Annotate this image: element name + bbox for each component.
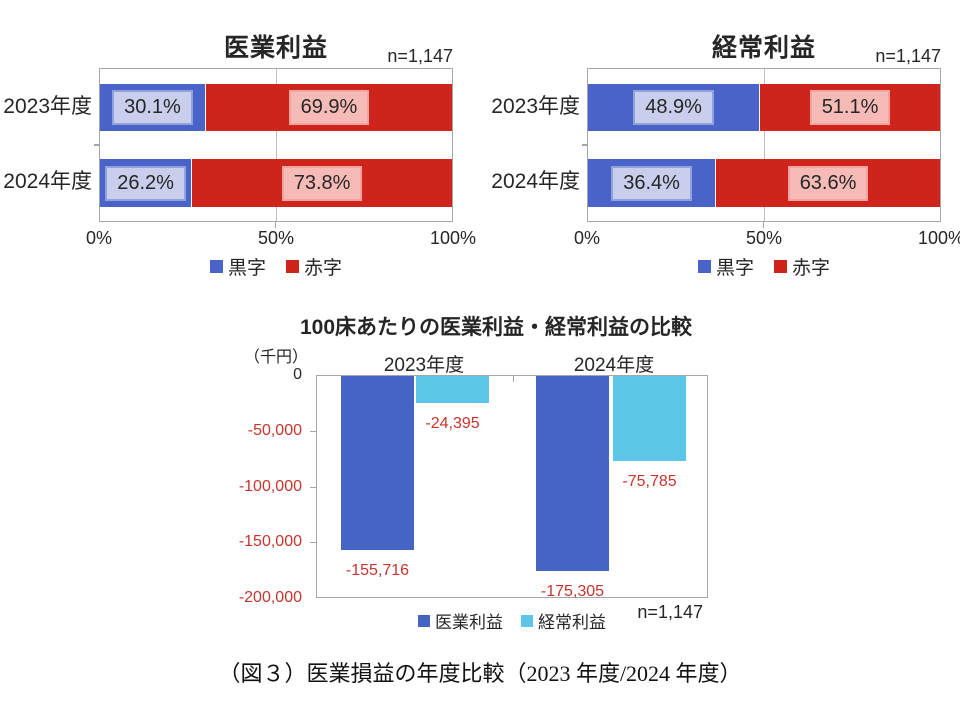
value-label: 63.6%: [787, 165, 869, 201]
figure-caption: （図３）医業損益の年度比較（2023 年度/2024 年度）: [218, 661, 742, 686]
value-label: 36.4%: [611, 165, 692, 201]
plot-area: -155,716 -24,395 -175,305 -75,785: [316, 375, 708, 600]
bar-segment-surplus: 48.9%: [588, 84, 761, 131]
sample-size-label: n=1,147: [875, 46, 941, 66]
y-axis-tick-label: -150,000: [238, 533, 302, 551]
legend: 黒字 赤字: [99, 253, 453, 280]
bar-segment-surplus: 30.1%: [100, 84, 206, 131]
bar-segment-deficit: 73.8%: [192, 159, 452, 207]
category-divider-tick: [513, 376, 514, 382]
x-axis-tick-label: 0%: [573, 228, 601, 248]
category-label: 2023年度: [491, 95, 580, 118]
legend-swatch: [774, 260, 787, 273]
y-axis-tick: [310, 430, 316, 432]
y-axis-tick-label: -200,000: [238, 589, 302, 606]
legend-item-ordinary-profit: 経常利益: [521, 608, 606, 633]
bar-ordinary-profit-2023: [416, 376, 489, 403]
category-label: 2024年度: [3, 170, 92, 193]
bar-row: 30.1% 69.9%: [100, 84, 452, 131]
plot-area: 48.9% 51.1% 36.4% 63.6%: [587, 68, 941, 222]
x-axis-tick-label: 100%: [917, 228, 960, 248]
bar-segment-deficit: 69.9%: [205, 84, 452, 131]
value-label: 69.9%: [288, 90, 370, 125]
x-axis-tick: [763, 222, 764, 228]
y-axis-tick: [94, 144, 99, 146]
legend-item-surplus: 黒字: [697, 253, 754, 280]
bar-segment-deficit: 63.6%: [716, 159, 940, 207]
value-label: 26.2%: [105, 165, 186, 201]
value-label: 73.8%: [281, 165, 363, 201]
chart-title: 経常利益: [711, 34, 816, 62]
category-label: 2024年度: [491, 170, 580, 193]
y-axis-tick-label: -100,000: [238, 477, 302, 495]
y-axis-tick-label: -50,000: [247, 421, 302, 439]
legend-item-deficit: 赤字: [286, 253, 342, 280]
chart-title: 100床あたりの医業利益・経常利益の比較: [300, 316, 693, 339]
sample-size-label: n=1,147: [387, 46, 453, 66]
bar-row: 48.9% 51.1%: [588, 84, 940, 131]
y-axis-tick: [310, 486, 316, 488]
x-axis-tick: [275, 222, 276, 228]
chart-ordinary-profit-ratio: 経常利益 n=1,147 48.9% 51.1% 36.4% 63.6% 黒字 赤字 2…: [488, 20, 960, 282]
data-label: -75,785: [622, 473, 677, 490]
legend-swatch: [209, 260, 223, 273]
group-label-2023: 2023年度: [383, 355, 465, 376]
value-label: 30.1%: [112, 90, 193, 125]
sample-size-label: n=1,147: [637, 602, 703, 622]
gridline-50pct: [276, 69, 277, 221]
legend-label: 黒字: [715, 258, 754, 279]
category-label: 2023年度: [3, 95, 92, 118]
bar-row: 36.4% 63.6%: [588, 159, 940, 207]
bar-medical-profit-2024: [536, 376, 609, 571]
x-axis-tick-label: 50%: [257, 228, 295, 248]
legend-label: 医業利益: [435, 613, 503, 632]
legend-swatch: [521, 614, 533, 627]
gridline-50pct: [764, 69, 765, 221]
x-axis-tick-label: 0%: [85, 228, 113, 248]
legend-label: 経常利益: [538, 613, 606, 632]
y-axis-tick: [310, 542, 316, 544]
chart-medical-profit-ratio: 医業利益 n=1,147 30.1% 69.9% 26.2% 73.8% 黒字 赤字 2…: [0, 20, 480, 282]
bar-medical-profit-2023: [341, 376, 414, 550]
legend-label: 黒字: [227, 258, 266, 279]
legend-swatch: [418, 614, 430, 627]
data-label: -155,716: [345, 562, 410, 579]
legend-item-surplus: 黒字: [209, 253, 266, 280]
legend: 医業利益 経常利益: [316, 608, 708, 633]
legend-swatch: [286, 260, 299, 273]
x-axis-tick-label: 50%: [745, 228, 783, 248]
chart-per-100-beds-comparison: 100床あたりの医業利益・経常利益の比較 （千円） -155,716 -24,39…: [230, 300, 750, 640]
legend-item-deficit: 赤字: [774, 253, 830, 280]
bar-ordinary-profit-2024: [613, 376, 686, 461]
legend-swatch: [697, 260, 711, 273]
data-label: -24,395: [425, 415, 480, 432]
bar-segment-surplus: 36.4%: [588, 159, 717, 207]
bar-segment-deficit: 51.1%: [760, 84, 940, 131]
legend-item-medical-profit: 医業利益: [418, 608, 503, 633]
bar-row: 26.2% 73.8%: [100, 159, 452, 207]
chart-title: 医業利益: [223, 34, 328, 62]
axis-unit-label: （千円）: [243, 349, 308, 366]
bar-segment-surplus: 26.2%: [100, 159, 193, 207]
legend-label: 赤字: [304, 258, 343, 279]
x-axis-tick-label: 100%: [429, 228, 477, 248]
plot-area: 30.1% 69.9% 26.2% 73.8%: [99, 68, 453, 222]
group-label-2024: 2024年度: [573, 355, 655, 376]
legend-label: 赤字: [792, 258, 831, 279]
data-label: -175,305: [540, 583, 605, 600]
y-axis-tick: [582, 144, 587, 146]
value-label: 48.9%: [633, 90, 714, 125]
value-label: 51.1%: [809, 90, 891, 125]
legend: 黒字 赤字: [587, 253, 941, 280]
y-axis-tick-label: 0: [293, 366, 302, 383]
